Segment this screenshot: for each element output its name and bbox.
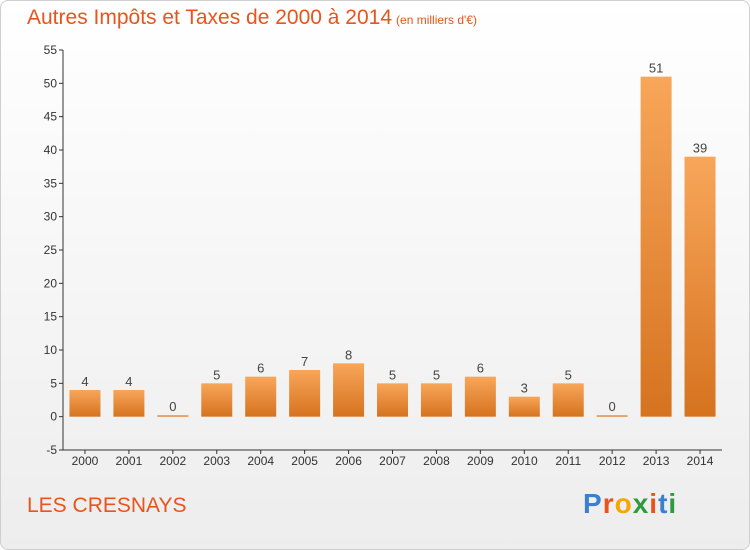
y-tick-label: 10 xyxy=(44,343,58,357)
data-label: 3 xyxy=(521,381,528,396)
commune-name: LES CRESNAYS xyxy=(27,494,187,517)
logo-letter: i xyxy=(649,488,659,519)
data-labels: 4 4 0 5 6 7 8 5 5 6 3 5 0 51 39 xyxy=(81,61,707,414)
y-tick-label: -5 xyxy=(46,443,57,457)
data-label: 4 xyxy=(81,374,88,389)
bar xyxy=(333,363,365,417)
bar xyxy=(684,156,716,417)
bar xyxy=(245,376,277,417)
data-label: 5 xyxy=(389,367,396,382)
x-tick-label: 2014 xyxy=(687,454,714,468)
y-tick-label: 35 xyxy=(44,176,58,190)
x-tick-label: 2011 xyxy=(555,454,581,468)
y-tick-label: 40 xyxy=(44,143,58,157)
bar xyxy=(464,376,496,417)
x-tick-label: 2010 xyxy=(511,454,538,468)
logo-letter: o xyxy=(614,488,633,519)
y-tick-label: 15 xyxy=(44,310,58,324)
bar xyxy=(69,390,101,417)
y-tick-label: 50 xyxy=(44,76,58,90)
x-tick-label: 2006 xyxy=(335,454,362,468)
data-label: 7 xyxy=(301,354,308,369)
data-label: 5 xyxy=(565,367,572,382)
bars xyxy=(69,76,716,417)
logo-letter: P xyxy=(583,488,603,519)
y-tick-label: 45 xyxy=(44,110,58,124)
y-tick-label: 0 xyxy=(50,410,57,424)
y-tick-label: 55 xyxy=(44,43,58,57)
data-label: 8 xyxy=(345,347,352,362)
y-tick-label: 5 xyxy=(50,376,57,390)
x-tick-label: 2013 xyxy=(643,454,670,468)
logo-letter: i xyxy=(668,488,678,519)
bar xyxy=(508,396,540,417)
x-tick-label: 2001 xyxy=(116,454,143,468)
bar xyxy=(201,383,233,417)
chart-title-unit: (en milliers d'€) xyxy=(396,13,478,27)
chart-title-text: Autres Impôts et Taxes de 2000 à 2014 xyxy=(27,6,393,29)
logo-letter: t xyxy=(658,488,669,519)
x-tick-label: 2009 xyxy=(467,454,494,468)
y-tick-label: 20 xyxy=(44,276,58,290)
y-tick-label: 30 xyxy=(44,210,58,224)
x-tick-label: 2007 xyxy=(379,454,406,468)
chart-title: Autres Impôts et Taxes de 2000 à 2014 (en… xyxy=(27,6,477,30)
data-label: 5 xyxy=(433,367,440,382)
x-tick-label: 2000 xyxy=(72,454,99,468)
data-label: 0 xyxy=(609,399,616,414)
logo-letter: r xyxy=(602,488,615,519)
x-tick-label: 2004 xyxy=(247,454,274,468)
x-tick-label: 2003 xyxy=(203,454,230,468)
bar xyxy=(640,76,672,417)
bar xyxy=(157,415,189,417)
x-tick-label: 2002 xyxy=(159,454,186,468)
data-label: 0 xyxy=(169,399,176,414)
data-label: 4 xyxy=(125,374,132,389)
bar xyxy=(113,390,145,417)
y-tick-label: 25 xyxy=(44,243,58,257)
logo-letter: x xyxy=(632,488,650,519)
bar xyxy=(420,383,452,417)
bar xyxy=(596,415,628,417)
x-tick-label: 2008 xyxy=(423,454,450,468)
data-label: 6 xyxy=(257,361,264,376)
bar xyxy=(289,370,321,417)
data-label: 51 xyxy=(649,61,663,76)
bar xyxy=(377,383,408,417)
data-label: 39 xyxy=(693,141,707,156)
data-label: 6 xyxy=(477,361,484,376)
data-label: 5 xyxy=(213,367,220,382)
bar xyxy=(552,383,584,417)
x-tick-label: 2012 xyxy=(599,454,626,468)
x-tick-label: 2005 xyxy=(291,454,318,468)
proxiti-logo: Proxiti xyxy=(583,488,677,520)
